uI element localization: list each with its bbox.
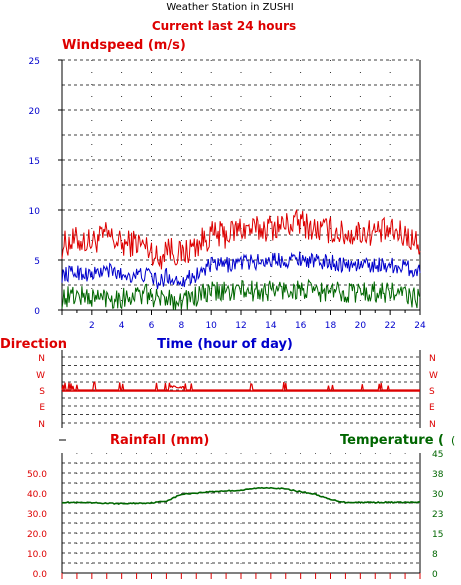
direction-title: Direction — [0, 337, 67, 352]
page-subtitle: Current last 24 hours — [152, 19, 296, 33]
temperature-y-tick-label: 45 — [432, 450, 443, 460]
direction-y-tick-label-right: S — [429, 387, 435, 397]
windspeed-y-tick-label: 25 — [29, 57, 40, 67]
windspeed-x-tick-label: 22 — [384, 321, 395, 331]
direction-y-tick-label-right: E — [429, 403, 435, 413]
windspeed-x-tick-label: 16 — [295, 321, 307, 331]
windspeed-x-tick-label: 14 — [265, 321, 277, 331]
windspeed-y-tick-label: 5 — [34, 257, 40, 267]
temperature-y-tick-label: 30 — [432, 490, 444, 500]
windspeed-y-tick-label: 10 — [29, 207, 41, 217]
windspeed-series-green-line — [61, 278, 421, 310]
rainfall-y-tick-label: 30.0 — [27, 510, 47, 520]
windspeed-y-tick-label: 15 — [29, 157, 40, 167]
windspeed-y-tick-label: 0 — [34, 307, 40, 317]
rainfall-y-tick-label: 10.0 — [27, 550, 47, 560]
direction-y-tick-label-right: N — [429, 354, 436, 364]
windspeed-x-tick-label: 6 — [149, 321, 155, 331]
windspeed-x-tick-label: 20 — [355, 321, 367, 331]
windspeed-x-tick-label: 8 — [178, 321, 184, 331]
page-title: Weather Station in ZUSHI — [166, 2, 293, 13]
windspeed-y-tick-label: 20 — [29, 107, 41, 117]
direction-y-tick-label-left: E — [39, 403, 45, 413]
windspeed-x-tick-label: 24 — [414, 321, 426, 331]
windspeed-title: Windspeed (m/s) — [62, 38, 186, 53]
direction-y-tick-label-right: W — [429, 371, 438, 381]
windspeed-x-axis-label: Time (hour of day) — [157, 337, 293, 352]
rainfall-title: Rainfall (mm) — [110, 433, 209, 448]
temperature-y-tick-label: 8 — [432, 550, 438, 560]
temperature-title-clip: ( — [451, 434, 455, 447]
direction-y-tick-label-left: N — [38, 354, 45, 364]
temperature-title: Temperature ( — [340, 433, 444, 448]
windspeed-x-tick-label: 2 — [89, 321, 95, 331]
temperature-y-tick-label: 15 — [432, 530, 443, 540]
temperature-y-tick-label: 38 — [432, 470, 444, 480]
rainfall-y-tick-label: 40.0 — [27, 490, 47, 500]
direction-y-tick-label-left: N — [38, 420, 45, 430]
windspeed-x-tick-label: 18 — [325, 321, 337, 331]
direction-y-tick-label-left: W — [36, 371, 45, 381]
temperature-y-tick-label: 23 — [432, 510, 443, 520]
direction-series-line — [61, 380, 420, 391]
direction-y-tick-label-left: S — [39, 387, 45, 397]
windspeed-x-tick-label: 10 — [205, 321, 217, 331]
rainfall-y-tick-label: 20.0 — [27, 530, 47, 540]
windspeed-x-tick-label: 12 — [235, 321, 246, 331]
windspeed-series-red-line — [61, 209, 421, 270]
windspeed-series-blue-line — [61, 251, 421, 290]
temperature-series-line — [61, 486, 420, 506]
rainfall-y-tick-label: 0.0 — [33, 570, 48, 580]
direction-y-tick-label-right: N — [429, 420, 436, 430]
rainfall-y-tick-label: 50.0 — [27, 470, 47, 480]
temperature-y-tick-label: 0 — [432, 570, 438, 580]
windspeed-x-tick-label: 4 — [119, 321, 125, 331]
